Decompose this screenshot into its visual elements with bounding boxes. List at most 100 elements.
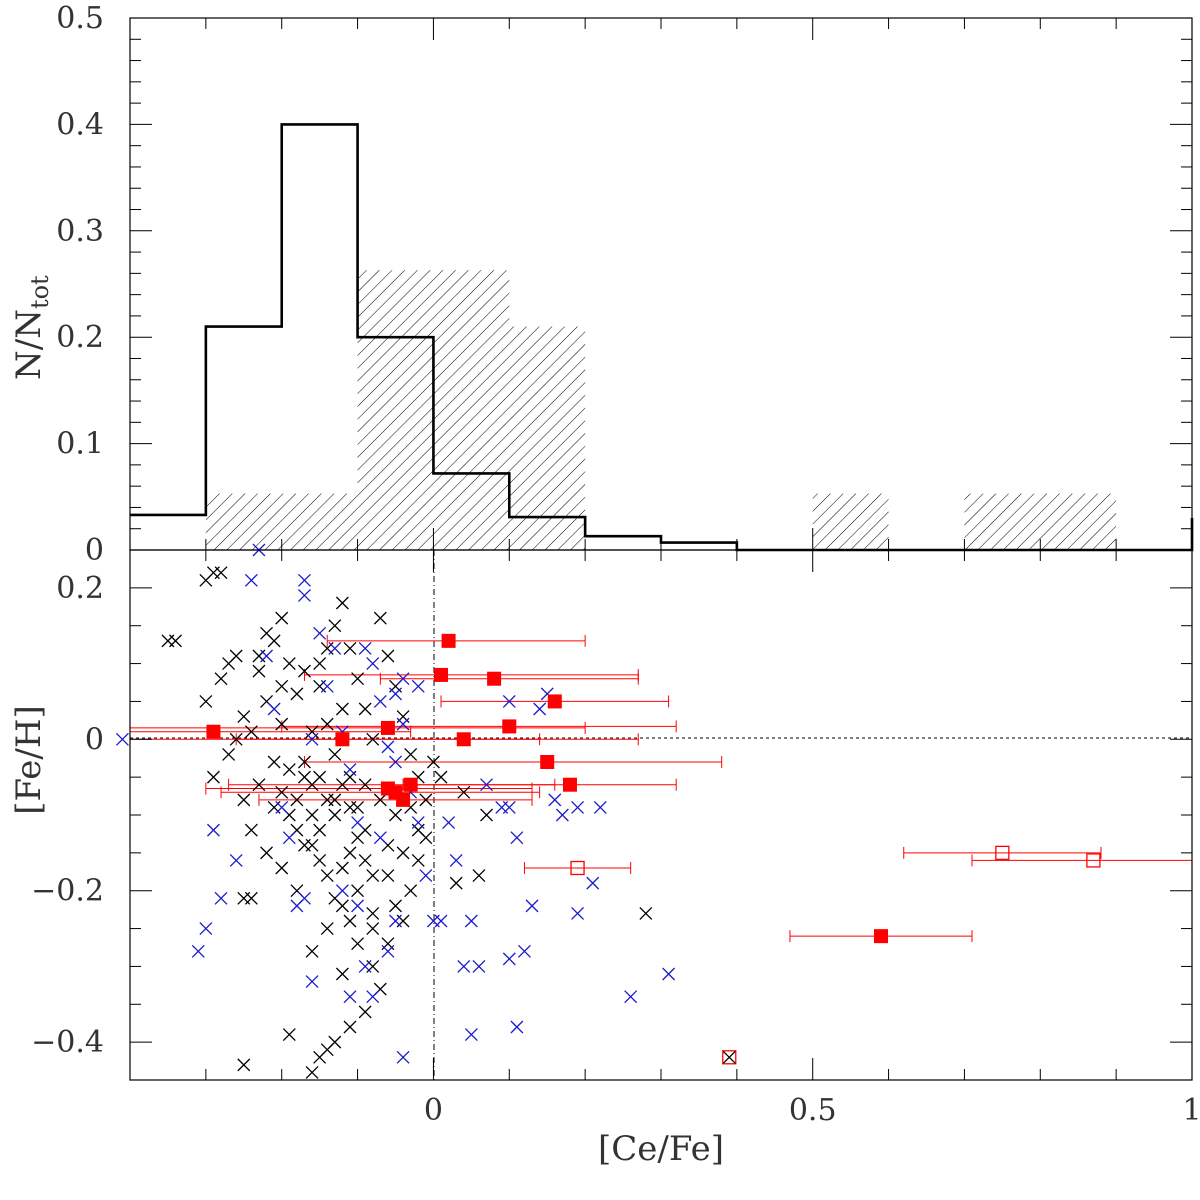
field-star-black-marker [313,823,327,837]
top-y-axis-title-main: N/N [9,309,49,380]
field-star-black-marker [411,853,425,867]
field-star-black-marker [237,1058,251,1072]
field-star-black-marker [252,664,266,678]
cluster-filled-marker [206,724,221,739]
field-star-blue-marker [282,831,296,845]
field-star-black-marker [366,922,380,936]
field-star-black-marker [381,649,395,663]
field-star-black-marker [320,869,334,883]
field-star-black-marker [343,914,357,928]
field-star-black-marker [222,747,236,761]
field-star-black-marker [335,861,349,875]
field-star-blue-marker [358,641,372,655]
field-star-blue-marker [373,831,387,845]
field-star-black-marker [275,861,289,875]
field-star-blue-marker [229,853,243,867]
field-star-black-marker [282,763,296,777]
cluster-filled-marker [441,633,456,648]
field-star-black-marker [275,611,289,625]
top-panel: 0 0.1 0.2 0.3 0.4 0.5 N/Ntot [9,1,1194,568]
field-star-black-marker [639,906,653,920]
field-star-black-marker [275,717,289,731]
bottom-panel-y-tick-labels: −0.4 −0.2 0 0.2 [31,571,104,1060]
field-star-black-marker [252,778,266,792]
bottom-panel: −0.4−0.200.2 0 0.5 1 [Ce/Fe] [Fe/H] [9,543,1200,1169]
field-star-black-marker [419,793,433,807]
field-star-black-marker [396,846,410,860]
field-star-blue-marker [389,687,402,701]
field-star-blue-marker [419,869,433,883]
field-star-blue-marker [411,816,425,830]
field-star-black-marker [389,808,402,822]
field-star-black-marker [305,808,319,822]
field-star-black-marker [335,778,349,792]
field-star-black-marker [199,694,213,708]
field-star-blue-marker [381,944,395,958]
bottom-panel-ticks [129,549,1193,1081]
field-star-black-marker [358,702,372,716]
field-star-black-marker [229,649,243,663]
field-star-black-marker [275,785,289,799]
field-star-blue-marker [442,816,456,830]
field-star-blue-marker [260,649,274,663]
field-star-black-marker [335,596,349,610]
cluster-filled-marker [396,792,411,807]
field-star-blue-marker [525,899,539,913]
field-star-black-marker [457,785,471,799]
field-star-blue-marker [396,672,410,686]
field-stars-blue-markers [115,543,676,1064]
field-star-blue-marker [366,990,380,1004]
cluster-open-marker [722,1050,737,1065]
field-star-black-marker [480,808,493,822]
cluster-filled-marker [873,929,888,944]
hatched-bar-2 [509,326,586,550]
top-y-axis-title-sub: tot [26,275,54,309]
field-star-black-marker [298,664,311,678]
field-star-black-marker [366,732,380,746]
field-star-black-marker [282,1028,296,1042]
field-star-black-marker [351,672,365,686]
field-star-black-marker [237,710,251,724]
bottom-panel-x-tick-labels: 0 0.5 1 [424,1093,1200,1128]
field-star-blue-marker [411,679,425,693]
field-star-blue-marker [343,990,357,1004]
field-star-blue-marker [313,626,327,640]
field-star-black-marker [305,778,319,792]
field-star-black-marker [351,831,365,845]
hatched-histogram [205,270,1117,550]
step-histogram-outline [130,123,1194,552]
field-star-blue-marker [480,778,493,792]
field-star-black-marker [313,1050,327,1064]
cluster-filled-marker [540,755,555,769]
field-star-blue-marker [191,944,205,958]
field-star-black-marker [305,838,319,852]
field-star-black-marker [373,793,387,807]
field-star-blue-marker [502,800,516,814]
field-star-black-marker [351,800,365,814]
top-ytick-label: 0.3 [56,214,104,249]
field-star-black-marker [206,770,220,784]
field-star-black-marker [358,778,372,792]
field-star-blue-marker [624,990,638,1004]
field-star-black-marker [358,853,372,867]
field-star-black-marker [449,876,463,890]
bottom-xtick-label: 0.5 [789,1093,837,1128]
field-star-blue-marker [358,959,372,973]
field-star-black-marker [267,634,281,648]
field-star-blue-marker [472,959,486,973]
field-star-blue-marker [214,891,228,905]
field-star-blue-marker [389,914,402,928]
top-ytick-label: 0.5 [56,1,104,36]
cluster-open-marker [570,860,585,876]
field-star-black-marker [320,717,334,731]
field-star-blue-marker [115,732,129,746]
cluster-open-marker [1086,853,1101,868]
field-star-blue-marker [464,1028,478,1042]
field-star-black-marker [290,687,304,701]
field-star-black-marker [328,1035,342,1049]
field-star-blue-marker [396,1050,410,1064]
field-star-blue-marker [373,694,387,708]
field-star-blue-marker [502,694,516,708]
field-star-black-marker [351,884,365,898]
